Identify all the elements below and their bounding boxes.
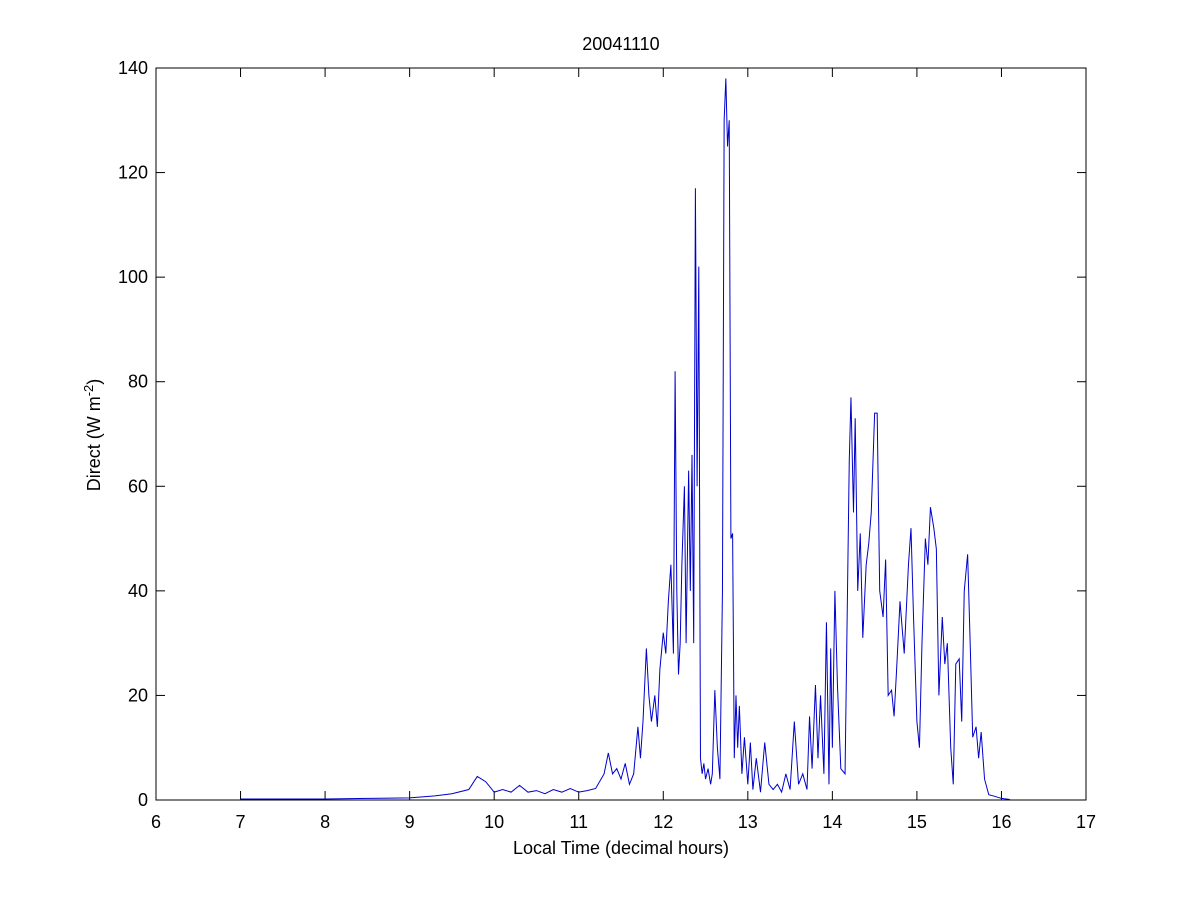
x-tick-label: 11	[569, 812, 588, 832]
y-tick-label: 0	[138, 790, 148, 810]
y-tick-label: 20	[128, 685, 148, 705]
x-tick-label: 6	[151, 812, 161, 832]
x-tick-label: 7	[236, 812, 246, 832]
x-tick-label: 17	[1076, 812, 1096, 832]
y-tick-label: 60	[128, 476, 148, 496]
y-axis-label-tail: )	[84, 379, 104, 385]
x-tick-label: 9	[405, 812, 415, 832]
x-tick-label: 10	[484, 812, 504, 832]
x-tick-label: 13	[738, 812, 758, 832]
x-tick-label: 16	[991, 812, 1011, 832]
x-tick-label: 14	[822, 812, 842, 832]
y-tick-label: 140	[118, 58, 148, 78]
y-tick-label: 40	[128, 581, 148, 601]
x-axis-label: Local Time (decimal hours)	[513, 838, 729, 858]
y-axis-label-text: Direct (W m	[84, 396, 104, 491]
x-tick-label: 8	[320, 812, 330, 832]
data-line	[240, 78, 1010, 800]
y-axis-label: Direct (W m-2)	[81, 379, 104, 492]
chart-title: 20041110	[582, 34, 659, 54]
y-tick-label: 80	[128, 372, 148, 392]
y-tick-label: 120	[118, 163, 148, 183]
y-axis-label-superscript: -2	[81, 385, 96, 397]
y-tick-label: 100	[118, 267, 148, 287]
x-tick-label: 12	[653, 812, 673, 832]
x-tick-label: 15	[907, 812, 927, 832]
plot-area	[155, 67, 1087, 801]
